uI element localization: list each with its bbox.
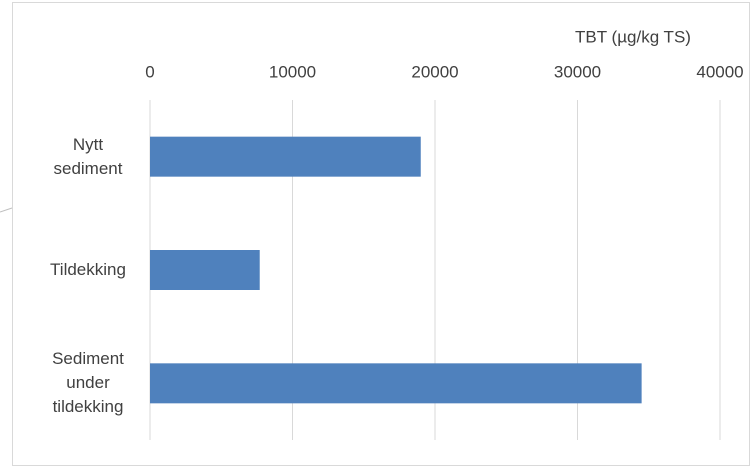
bar	[150, 250, 260, 290]
chart-frame	[12, 2, 750, 466]
category-label: Sediment under tildekking	[52, 349, 124, 417]
connector	[0, 207, 13, 213]
x-tick-label: 40000	[696, 62, 743, 81]
x-tick-label: 10000	[269, 62, 316, 81]
bar	[150, 136, 421, 177]
x-tick-label: 0	[145, 62, 154, 81]
axis-title: TBT (µg/kg TS)	[575, 27, 691, 46]
x-tick-label: 30000	[554, 62, 601, 81]
category-label: Nytt sediment	[53, 134, 123, 178]
category-label: Tildekking	[50, 260, 126, 279]
x-tick-label: 20000	[411, 62, 458, 81]
bar	[150, 363, 642, 404]
